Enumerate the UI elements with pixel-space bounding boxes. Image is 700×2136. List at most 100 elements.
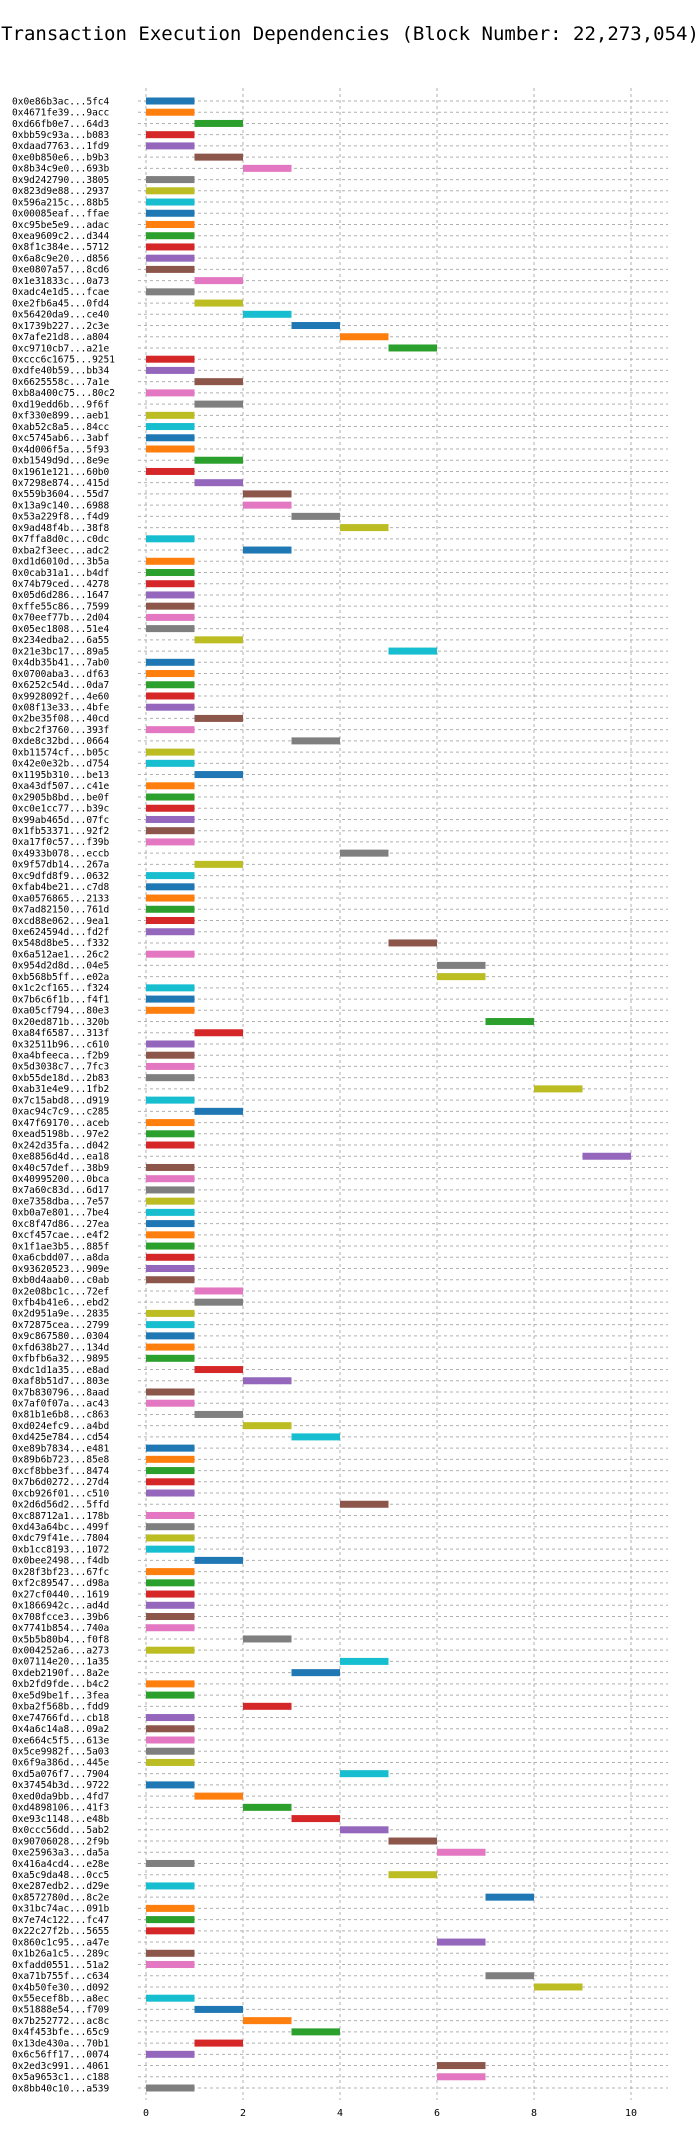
y-tick-label: 0x21e3bc17...89a5 bbox=[12, 646, 109, 657]
y-tick-label: 0x9928092f...4e60 bbox=[12, 691, 110, 702]
transaction-bar bbox=[340, 1826, 389, 1834]
y-tick-label: 0x6a8c9e20...d856 bbox=[12, 253, 110, 264]
y-tick-label: 0x5ce9982f...5a03 bbox=[12, 1747, 109, 1758]
transaction-bar bbox=[146, 1725, 195, 1733]
transaction-bar bbox=[146, 1186, 195, 1194]
transaction-bar bbox=[146, 389, 195, 397]
y-tick-label: 0x4a6c14a8...09a2 bbox=[12, 1724, 109, 1735]
y-tick-label: 0xa84f6587...313f bbox=[12, 1028, 109, 1039]
y-tick-label: 0x242d35fa...d042 bbox=[12, 1140, 109, 1151]
y-tick-label: 0x72875cea...2799 bbox=[12, 1320, 110, 1331]
y-tick-label: 0x37454b3d...9722 bbox=[12, 1780, 109, 1791]
y-tick-label: 0xe89b7834...e481 bbox=[12, 1443, 110, 1454]
transaction-bar bbox=[146, 1242, 195, 1250]
transaction-bar bbox=[146, 1601, 195, 1609]
transaction-bar bbox=[146, 602, 195, 610]
transaction-bar bbox=[146, 187, 195, 195]
y-tick-label: 0xb0d4aab0...c0ab bbox=[12, 1275, 110, 1286]
y-tick-label: 0xdaad7763...1fd9 bbox=[12, 141, 110, 152]
bars bbox=[146, 97, 631, 2092]
y-tick-label: 0x2d951a9e...2835 bbox=[12, 1309, 109, 1320]
transaction-bar bbox=[243, 1803, 292, 1811]
y-tick-label: 0xe287edb2...d29e bbox=[12, 1881, 110, 1892]
y-tick-label: 0x4db35b41...7ab0 bbox=[12, 658, 110, 669]
y-tick-label: 0x9ad48f4b...38f8 bbox=[12, 523, 110, 534]
transaction-bar bbox=[146, 1579, 195, 1587]
transaction-bar bbox=[146, 131, 195, 139]
transaction-bar bbox=[291, 2028, 340, 2036]
y-tick-label: 0xd5a076f7...7904 bbox=[12, 1769, 110, 1780]
y-tick-label: 0x1e31833c...0a73 bbox=[12, 276, 109, 287]
x-tick-label: 6 bbox=[434, 2108, 440, 2119]
transaction-bar bbox=[146, 1590, 195, 1598]
y-tick-label: 0xc8f47d86...27ea bbox=[12, 1219, 109, 1230]
y-tick-label: 0x8572780d...8c2e bbox=[12, 1892, 110, 1903]
y-tick-label: 0x81b1e6b8...c863 bbox=[12, 1410, 109, 1421]
transaction-bar bbox=[243, 490, 292, 498]
transaction-bar bbox=[388, 939, 437, 947]
y-tick-label: 0xa5c9da48...0cc5 bbox=[12, 1870, 109, 1881]
transaction-bar bbox=[146, 804, 195, 812]
y-tick-label: 0xaf8b51d7...803e bbox=[12, 1376, 110, 1387]
transaction-bar bbox=[146, 142, 195, 150]
transaction-bar bbox=[243, 2017, 292, 2025]
transaction-bar bbox=[194, 1410, 243, 1418]
y-tick-label: 0x2d6d56d2...5ffd bbox=[12, 1500, 109, 1511]
transaction-bar bbox=[194, 400, 243, 408]
y-tick-label: 0xe0807a57...8cd6 bbox=[12, 265, 110, 276]
y-tick-label: 0xde8c32bd...0664 bbox=[12, 736, 110, 747]
y-tick-label: 0x823d9e88...2937 bbox=[12, 186, 109, 197]
y-tick-label: 0xd024efc9...a4bd bbox=[12, 1421, 109, 1432]
transaction-bar bbox=[146, 658, 195, 666]
transaction-bar bbox=[146, 1231, 195, 1239]
y-tick-label: 0xb568b5ff...e02a bbox=[12, 972, 109, 983]
transaction-bar bbox=[146, 883, 195, 891]
y-tick-label: 0x5d3038c7...7fc3 bbox=[12, 1062, 109, 1073]
transaction-bar bbox=[146, 1927, 195, 1935]
transaction-bar bbox=[194, 456, 243, 464]
y-tick-label: 0x1b26a1c5...289c bbox=[12, 1949, 109, 1960]
y-tick-label: 0x954d2d8d...04e5 bbox=[12, 961, 109, 972]
transaction-bar bbox=[146, 1949, 195, 1957]
transaction-bar bbox=[146, 1354, 195, 1362]
y-tick-label: 0xcb926f01...c510 bbox=[12, 1488, 110, 1499]
y-tick-label: 0x7c15abd8...d919 bbox=[12, 1095, 110, 1106]
y-tick-label: 0xd4898106...41f3 bbox=[12, 1803, 109, 1814]
y-tick-label: 0x7b6c6f1b...f4f1 bbox=[12, 994, 110, 1005]
y-tick-label: 0xa4bfeeca...f2b9 bbox=[12, 1051, 110, 1062]
transaction-bar bbox=[146, 1747, 195, 1755]
transaction-bar bbox=[146, 1489, 195, 1497]
y-tick-label: 0x004252a6...a273 bbox=[12, 1645, 109, 1656]
y-tick-label: 0x7b252772...ac8c bbox=[12, 2016, 109, 2027]
transaction-bar bbox=[194, 1298, 243, 1306]
y-tick-label: 0xfd638b27...134d bbox=[12, 1342, 109, 1353]
transaction-bar bbox=[146, 1444, 195, 1452]
transaction-bar bbox=[388, 647, 437, 655]
y-tick-label: 0xba2f3eec...adc2 bbox=[12, 545, 109, 556]
transaction-bar bbox=[146, 1321, 195, 1329]
transaction-bar bbox=[146, 1074, 195, 1082]
transaction-bar bbox=[194, 299, 243, 307]
y-tick-label: 0xffe55c86...7599 bbox=[12, 601, 110, 612]
transaction-bar bbox=[146, 254, 195, 262]
y-tick-label: 0x1739b227...2c3e bbox=[12, 321, 110, 332]
transaction-bar bbox=[146, 1624, 195, 1632]
transaction-bar bbox=[146, 1680, 195, 1688]
y-tick-label: 0xab31e4e9...1fb2 bbox=[12, 1084, 109, 1095]
transaction-bar bbox=[146, 1961, 195, 1969]
y-tick-label: 0xb1549d9d...8e9e bbox=[12, 456, 110, 467]
transaction-bar bbox=[146, 827, 195, 835]
y-tick-label: 0xd425e784...cd54 bbox=[12, 1432, 110, 1443]
y-tick-label: 0x20ed871b...320b bbox=[12, 1017, 110, 1028]
y-tick-label: 0x0cab31a1...b4df bbox=[12, 568, 109, 579]
y-tick-label: 0xfbfb6a32...9895 bbox=[12, 1354, 109, 1365]
transaction-bar bbox=[146, 838, 195, 846]
y-tick-label: 0x2ed3c991...4061 bbox=[12, 2061, 110, 2072]
transaction-bar bbox=[146, 1040, 195, 1048]
transaction-bar bbox=[146, 703, 195, 711]
y-tick-label: 0x559b3604...55d7 bbox=[12, 489, 109, 500]
y-tick-label: 0xe8856d4d...ea18 bbox=[12, 1152, 110, 1163]
transaction-bar bbox=[146, 1455, 195, 1463]
transaction-bar bbox=[194, 1366, 243, 1374]
